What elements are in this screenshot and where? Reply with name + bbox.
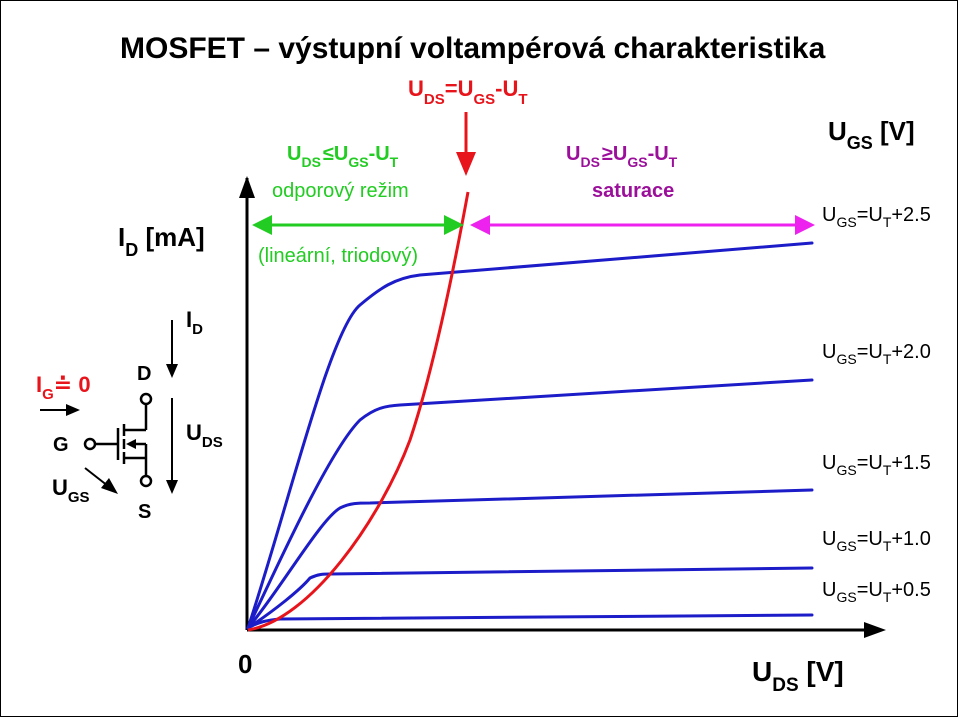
origin-label: 0 (238, 649, 252, 679)
drain-current-arrow-head (166, 364, 178, 378)
y-axis-label: ID [mA] (118, 222, 205, 260)
ugs-arrow-head (101, 478, 118, 494)
mosfet-symbol: IG≐ 0 G D S ID UDS (36, 307, 223, 523)
ohmic-arrow-left (252, 215, 272, 235)
body-arrow (126, 439, 136, 449)
curve-label-ugs-1-5: UGS=UT+1.5 (822, 452, 931, 478)
curve-label-ugs-0-5: UGS=UT+0.5 (822, 579, 931, 605)
curve-label-ugs-2-0: UGS=UT+2.0 (822, 341, 931, 367)
ohmic-region-name: odporový režim (272, 180, 409, 202)
uds-arrow-head (166, 480, 178, 494)
curve-labels: UGS=UT+2.5 UGS=UT+2.0 UGS=UT+1.5 UGS=UT+… (822, 204, 931, 605)
saturation-condition-label: UDS ≥UGS-UT (566, 143, 678, 170)
curve-ugs-1-0 (246, 566, 814, 630)
y-axis-arrow (239, 176, 255, 198)
curve-ugs-1-5 (246, 488, 814, 630)
ugs-arrow-shaft (84, 467, 109, 487)
ohmic-region-note: (lineární, triodový) (258, 245, 418, 267)
uds-label: UDS (186, 420, 223, 451)
saturation-arrow-left (470, 215, 490, 235)
boundary-arrow-head (456, 152, 476, 176)
diagram-title: MOSFET – výstupní voltampérová charakter… (120, 32, 826, 65)
ohmic-arrow-right (444, 215, 464, 235)
gate-label: G (53, 434, 69, 456)
source-label: S (138, 501, 151, 523)
curve-label-ugs-1-0: UGS=UT+1.0 (822, 528, 931, 554)
x-axis-arrow (864, 622, 886, 638)
drain-label: D (137, 363, 151, 385)
x-axis-label: UDS [V] (752, 656, 844, 696)
source-terminal (139, 474, 153, 488)
output-curves (246, 241, 814, 630)
drain-terminal (139, 392, 153, 406)
curve-ugs-2-5 (246, 241, 814, 630)
legend-title: UGS [V] (828, 116, 915, 153)
curve-ugs-0-5 (246, 613, 814, 630)
saturation-region-name: saturace (592, 180, 674, 202)
saturation-boundary-curve (247, 191, 470, 632)
curve-ugs-2-0 (246, 378, 814, 630)
gate-current-arrow-head (66, 404, 80, 416)
boundary-label: UDS=UGS-UT (408, 76, 528, 108)
ugs-label: UGS (52, 475, 90, 506)
drain-current-label: ID (186, 307, 203, 338)
curve-label-ugs-2-5: UGS=UT+2.5 (822, 204, 931, 230)
gate-current-label: IG≐ 0 (36, 372, 91, 403)
ohmic-condition-label: UDS ≤UGS-UT (287, 143, 399, 170)
gate-terminal (83, 437, 97, 451)
saturation-arrow-right (795, 215, 815, 235)
